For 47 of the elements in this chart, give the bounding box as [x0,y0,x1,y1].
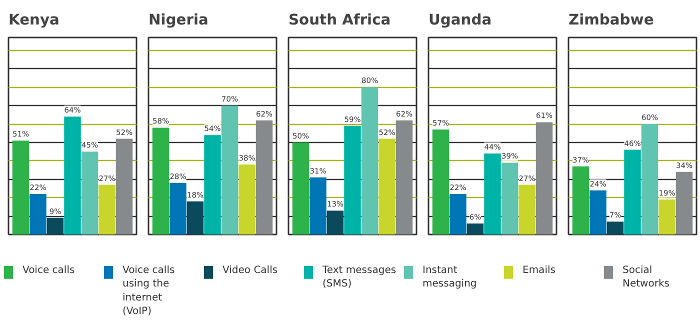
bar [396,120,413,234]
legend-label: Text messages (SMS) [322,264,396,290]
bar [292,142,310,234]
bar [624,150,641,234]
bar [116,138,133,234]
bar [450,194,466,234]
legend-label: Social Networks [622,264,670,290]
bar [378,138,396,234]
bar [590,190,606,234]
bar [30,194,46,234]
bar [256,120,273,234]
legend-label: Video Calls [222,264,278,276]
bar [518,184,536,234]
bar [152,128,170,234]
bar [221,106,238,234]
legend-label: Emails [522,264,556,276]
bar [186,201,204,234]
bar [46,218,64,234]
bar [606,222,624,234]
chart-title: Zimbabwe [568,12,654,28]
bar [676,172,693,234]
bar [81,152,98,234]
legend-label: Voice calls [22,264,75,276]
bar [572,166,590,234]
chart-title: Kenya [8,12,60,28]
bar [466,223,484,234]
bar [310,177,326,234]
chart-title: Nigeria [148,12,208,28]
bar [204,135,221,234]
bar [641,124,658,234]
bar [170,182,186,234]
bar [658,200,676,234]
bar [12,140,30,234]
legend-label: Voice calls using the internet (VoIP) [122,264,175,318]
bar [238,164,256,234]
bar [326,210,344,234]
legend-label: Instant messaging [422,264,477,290]
bar [98,184,116,234]
bar [536,122,553,234]
bar [361,87,378,234]
bar [432,130,450,234]
chart-title: Uganda [428,12,492,28]
bar [64,116,81,234]
bar [344,126,361,234]
chart-title: South Africa [288,12,391,28]
bar [484,153,501,234]
bar [501,162,518,234]
